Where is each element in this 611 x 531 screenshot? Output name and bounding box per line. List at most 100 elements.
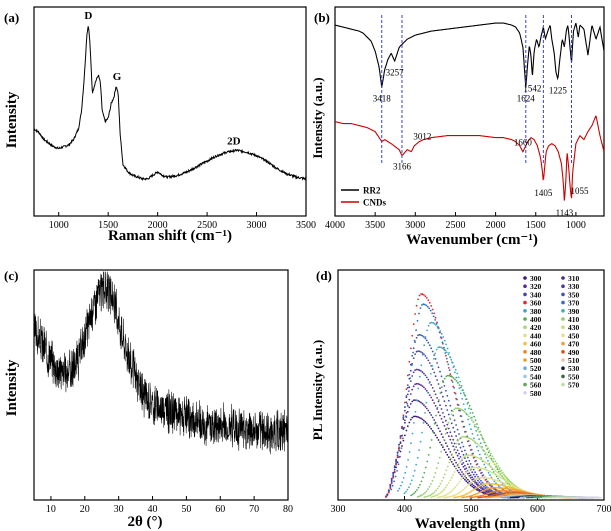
pl-point-380 xyxy=(426,329,428,332)
pl-point-360 xyxy=(442,342,444,345)
pl-point-310 xyxy=(431,416,434,419)
pl-point-320 xyxy=(456,454,459,457)
pl-point-400 xyxy=(443,377,446,380)
pl-point-510 xyxy=(496,496,499,499)
pl-point-350 xyxy=(455,424,457,426)
pl-point-380 xyxy=(416,399,418,402)
pl-point-380 xyxy=(497,485,500,488)
pl-point-390 xyxy=(413,469,416,472)
pl-point-330 xyxy=(440,408,443,410)
pl-point-390 xyxy=(429,373,432,375)
pl-point-390 xyxy=(435,348,438,351)
pl-point-400 xyxy=(435,414,437,417)
panel-b: (b) Intensity (a.u.) Wavenumber (cm⁻¹) 4… xyxy=(310,6,605,248)
pl-point-330 xyxy=(442,412,444,414)
pl-point-440 xyxy=(501,477,503,480)
pl-point-380 xyxy=(445,343,447,346)
pl-point-410 xyxy=(434,472,437,474)
pl-point-300 xyxy=(412,415,415,418)
pl-point-420 xyxy=(492,461,495,464)
pl-point-440 xyxy=(461,476,464,479)
pl-point-520 xyxy=(504,496,507,499)
pl-point-330 xyxy=(417,368,419,371)
pl-point-360 xyxy=(392,476,395,479)
pl-point-400 xyxy=(490,457,493,460)
pl-point-300 xyxy=(436,436,438,439)
pl-point-380 xyxy=(440,333,443,335)
pl-point-320 xyxy=(437,411,440,414)
pl-point-300 xyxy=(402,439,405,442)
pl-point-490 xyxy=(505,492,507,494)
pl-point-460 xyxy=(489,482,492,485)
pl-point-300 xyxy=(446,453,449,456)
pl-point-330 xyxy=(464,464,466,467)
pl-point-370 xyxy=(462,420,464,423)
pl-point-330 xyxy=(446,423,449,426)
panel-d-ylabel: PL Intensity (a.u.) xyxy=(310,340,325,440)
pl-point-440 xyxy=(464,472,467,475)
pl-point-350 xyxy=(465,453,468,455)
pl-point-390 xyxy=(497,477,499,480)
pl-point-400 xyxy=(438,399,440,401)
pl-point-410 xyxy=(419,494,422,497)
pl-point-330 xyxy=(443,415,446,418)
pl-point-350 xyxy=(424,337,427,340)
pl-point-350 xyxy=(456,428,459,431)
pl-point-380 xyxy=(435,324,437,326)
pl-point-400 xyxy=(464,395,467,397)
pl-point-380 xyxy=(467,418,469,421)
pl-point-310 xyxy=(436,424,438,427)
pl-point-460 xyxy=(497,483,499,486)
pl-point-360 xyxy=(404,401,406,404)
pl-point-530 xyxy=(517,496,519,498)
pl-point-410 xyxy=(453,408,456,411)
pl-point-360 xyxy=(424,295,427,298)
pl-point-420 xyxy=(458,438,461,440)
pl-point-340 xyxy=(428,362,431,364)
pl-point-400 xyxy=(423,471,426,474)
pl-point-370 xyxy=(451,381,454,383)
pl-point-310 xyxy=(420,401,422,404)
pl-point-450 xyxy=(487,477,490,480)
pl-point-370 xyxy=(476,463,479,465)
pl-point-410 xyxy=(478,431,481,433)
pl-point-320 xyxy=(401,434,403,437)
pl-point-410 xyxy=(457,407,460,410)
pl-point-410 xyxy=(427,488,429,490)
pl-point-470 xyxy=(509,488,512,491)
pl-point-370 xyxy=(394,475,397,478)
pl-point-300 xyxy=(401,445,403,447)
pl-point-380 xyxy=(464,408,466,411)
pl-point-330 xyxy=(421,371,424,374)
pl-point-310 xyxy=(423,404,425,406)
pl-point-470 xyxy=(508,488,510,490)
pl-point-320 xyxy=(421,385,424,387)
pl-point-300 xyxy=(450,461,453,463)
pl-point-330 xyxy=(418,369,421,372)
pl-point-310 xyxy=(425,407,428,410)
pl-point-390 xyxy=(443,348,445,351)
pl-point-390 xyxy=(408,486,410,488)
pl-point-490 xyxy=(483,496,486,498)
pl-point-320 xyxy=(462,465,465,468)
panel-c: (c) Intensity 2θ (°) 10 20 30 40 50 60 70 80 xyxy=(4,268,293,530)
pl-point-440 xyxy=(473,466,476,469)
pl-legend-label: 320 xyxy=(530,282,542,291)
pl-point-350 xyxy=(472,468,475,471)
pl-point-460 xyxy=(476,486,479,489)
pl-point-390 xyxy=(476,434,479,436)
pl-point-450 xyxy=(469,482,472,484)
pl-point-390 xyxy=(422,422,425,424)
pl-point-400 xyxy=(411,493,414,496)
pl-point-320 xyxy=(434,405,437,407)
pl-point-410 xyxy=(433,476,435,478)
pl-legend-label: 520 xyxy=(530,364,542,373)
pl-point-400 xyxy=(455,380,458,382)
pl-point-380 xyxy=(443,339,446,342)
pl-point-370 xyxy=(402,437,404,440)
pl-point-410 xyxy=(469,417,472,419)
pl-point-360 xyxy=(445,354,447,357)
panel-b-ylabel: Intensity (a.u.) xyxy=(310,77,325,158)
panel-b-letter: (b) xyxy=(314,10,330,25)
pl-point-380 xyxy=(454,371,456,374)
